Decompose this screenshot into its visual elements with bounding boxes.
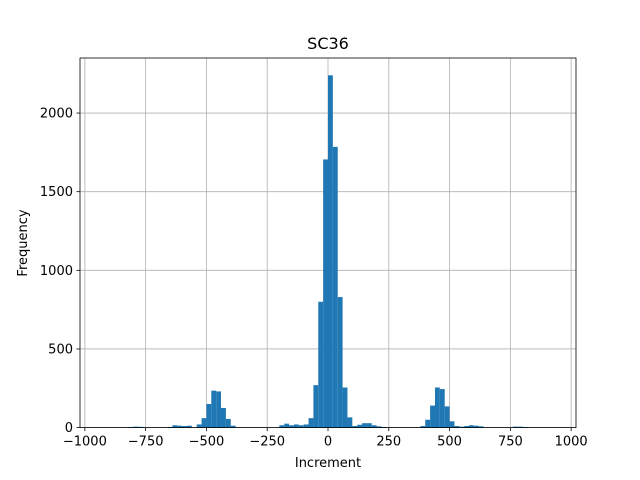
histogram-bar xyxy=(133,426,139,428)
y-tick-label: 0 xyxy=(65,421,73,436)
histogram-bar xyxy=(425,419,431,428)
histogram-bar xyxy=(328,75,333,428)
histogram-bar xyxy=(430,405,435,428)
x-tick-label: 250 xyxy=(376,435,401,450)
histogram-bar xyxy=(439,389,445,428)
x-tick-label: −750 xyxy=(128,435,164,450)
histogram-bar xyxy=(221,407,226,428)
histogram-bar xyxy=(303,424,309,428)
histogram-bar xyxy=(337,297,343,428)
ticks-layer: −1000 −750 −500 −250 0 250 500 750 1000 0 500 1000 1… xyxy=(40,107,588,450)
histogram-bar xyxy=(289,425,294,428)
x-tick-label: 0 xyxy=(324,435,332,450)
histogram-bar xyxy=(434,387,440,428)
x-tick-label: 500 xyxy=(437,435,462,450)
x-tick-label: −250 xyxy=(249,435,285,450)
histogram-bar xyxy=(459,426,465,428)
histogram-bar xyxy=(216,391,222,428)
histogram-bar xyxy=(420,426,426,428)
histogram-bar xyxy=(517,426,523,428)
x-tick-label: −1000 xyxy=(63,435,107,450)
histogram-bar xyxy=(444,406,450,428)
histogram-bar xyxy=(225,418,231,428)
histogram-bar xyxy=(464,426,470,428)
histogram-bar xyxy=(293,424,299,428)
bars-layer xyxy=(128,75,528,428)
y-tick-label: 500 xyxy=(48,342,73,357)
histogram-bar xyxy=(177,425,183,428)
histogram-bar xyxy=(357,424,363,428)
histogram-bar xyxy=(196,424,202,428)
histogram-bar xyxy=(230,425,236,428)
histogram-bar xyxy=(332,146,338,428)
histogram-bar xyxy=(298,425,304,428)
histogram-bar xyxy=(376,426,382,428)
histogram-bar xyxy=(366,423,372,428)
histogram-bar xyxy=(347,417,353,428)
y-tick-label: 1500 xyxy=(40,185,73,200)
chart-title: SC36 xyxy=(307,34,349,53)
histogram-bar xyxy=(454,426,460,428)
x-tick-label: 750 xyxy=(498,435,523,450)
histogram-bar xyxy=(512,426,518,428)
histogram-bar xyxy=(473,425,479,428)
histogram-bar xyxy=(211,390,217,428)
histogram-bar xyxy=(352,426,358,428)
histogram-bar xyxy=(449,421,455,428)
histogram-bar xyxy=(342,387,348,428)
x-tick-label: 1000 xyxy=(555,435,588,450)
y-tick-label: 1000 xyxy=(40,264,73,279)
histogram-bar xyxy=(206,404,212,428)
x-axis-label: Increment xyxy=(295,456,361,471)
histogram-bar xyxy=(362,423,367,428)
histogram-bar xyxy=(478,426,484,428)
histogram-bar xyxy=(371,425,377,428)
histogram-bar xyxy=(279,425,285,428)
histogram-bar xyxy=(308,418,314,428)
histogram-bar xyxy=(186,425,192,428)
histogram-bar xyxy=(318,301,324,428)
histogram-bar xyxy=(323,159,328,428)
y-tick-label: 2000 xyxy=(40,107,73,122)
histogram-bar xyxy=(469,425,474,428)
histogram-bar xyxy=(182,426,187,428)
y-axis-label: Frequency xyxy=(16,209,31,276)
histogram-bar xyxy=(284,423,290,428)
histogram-bar xyxy=(172,425,178,428)
histogram-bar xyxy=(313,385,319,428)
x-tick-label: −500 xyxy=(189,435,225,450)
histogram-bar xyxy=(201,418,207,428)
